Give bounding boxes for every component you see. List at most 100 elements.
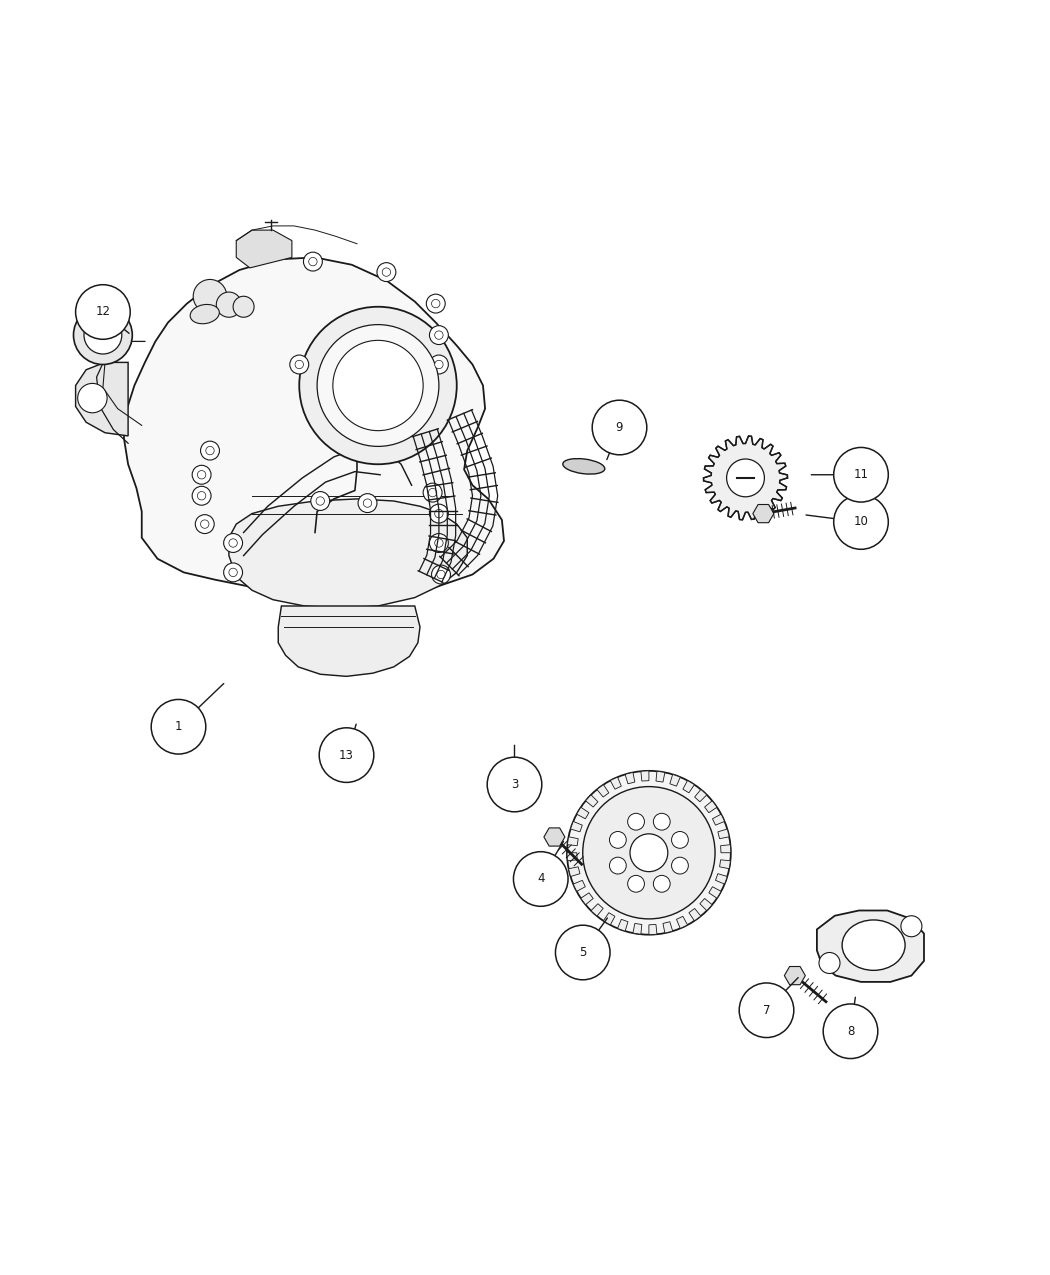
- Circle shape: [224, 533, 243, 552]
- Circle shape: [382, 268, 391, 277]
- Polygon shape: [576, 807, 589, 819]
- Text: 4: 4: [537, 872, 545, 886]
- Ellipse shape: [563, 459, 605, 474]
- Circle shape: [201, 520, 209, 528]
- Circle shape: [303, 252, 322, 272]
- Polygon shape: [591, 904, 603, 915]
- Circle shape: [195, 515, 214, 533]
- Circle shape: [428, 488, 437, 497]
- Polygon shape: [784, 966, 805, 984]
- Ellipse shape: [190, 305, 219, 324]
- Polygon shape: [229, 499, 467, 608]
- Circle shape: [229, 539, 237, 547]
- Polygon shape: [567, 836, 579, 845]
- Circle shape: [432, 565, 450, 584]
- Polygon shape: [720, 845, 731, 853]
- Circle shape: [192, 465, 211, 484]
- Polygon shape: [709, 886, 721, 899]
- Circle shape: [487, 757, 542, 812]
- Circle shape: [834, 448, 888, 502]
- Polygon shape: [570, 821, 583, 831]
- Polygon shape: [695, 789, 707, 802]
- Polygon shape: [581, 892, 593, 905]
- Circle shape: [197, 470, 206, 479]
- Polygon shape: [278, 606, 420, 676]
- Polygon shape: [544, 827, 565, 847]
- Polygon shape: [719, 859, 731, 868]
- Circle shape: [363, 499, 372, 507]
- Circle shape: [74, 306, 132, 365]
- Ellipse shape: [842, 921, 905, 970]
- Circle shape: [309, 258, 317, 265]
- Circle shape: [429, 354, 448, 374]
- Circle shape: [435, 510, 443, 518]
- Text: 11: 11: [854, 468, 868, 481]
- Circle shape: [435, 539, 443, 547]
- Circle shape: [628, 813, 645, 830]
- Polygon shape: [76, 362, 128, 436]
- Circle shape: [84, 316, 122, 354]
- Circle shape: [193, 279, 227, 314]
- Circle shape: [319, 728, 374, 783]
- Polygon shape: [704, 436, 788, 520]
- Polygon shape: [567, 853, 578, 861]
- Polygon shape: [124, 258, 504, 598]
- Circle shape: [513, 852, 568, 907]
- Circle shape: [555, 926, 610, 979]
- Polygon shape: [236, 230, 292, 268]
- Polygon shape: [682, 780, 694, 793]
- Polygon shape: [633, 923, 642, 935]
- Circle shape: [592, 400, 647, 455]
- Text: 5: 5: [579, 946, 587, 959]
- Text: 10: 10: [854, 515, 868, 529]
- Text: 7: 7: [762, 1003, 771, 1016]
- Polygon shape: [617, 919, 628, 931]
- Circle shape: [333, 340, 423, 431]
- Circle shape: [216, 292, 242, 317]
- Circle shape: [630, 834, 668, 872]
- Circle shape: [76, 284, 130, 339]
- Circle shape: [628, 876, 645, 892]
- Polygon shape: [689, 909, 700, 921]
- Circle shape: [609, 857, 626, 873]
- Circle shape: [437, 570, 445, 579]
- Circle shape: [727, 459, 764, 497]
- Circle shape: [295, 361, 303, 368]
- Circle shape: [224, 564, 243, 581]
- Circle shape: [206, 446, 214, 455]
- Circle shape: [201, 441, 219, 460]
- Circle shape: [377, 263, 396, 282]
- Circle shape: [197, 492, 206, 500]
- Circle shape: [423, 483, 442, 502]
- Circle shape: [429, 325, 448, 344]
- Polygon shape: [625, 773, 635, 784]
- Circle shape: [435, 332, 443, 339]
- Polygon shape: [573, 880, 585, 891]
- Polygon shape: [597, 784, 609, 797]
- Circle shape: [901, 915, 922, 937]
- Polygon shape: [817, 910, 924, 982]
- Circle shape: [426, 295, 445, 314]
- Circle shape: [435, 361, 443, 368]
- Text: 8: 8: [846, 1025, 855, 1038]
- Circle shape: [653, 876, 670, 892]
- Circle shape: [432, 300, 440, 307]
- Polygon shape: [670, 774, 680, 787]
- Polygon shape: [676, 917, 688, 928]
- Polygon shape: [715, 873, 728, 884]
- Circle shape: [834, 495, 888, 550]
- Circle shape: [393, 372, 401, 381]
- Circle shape: [317, 325, 439, 446]
- Circle shape: [299, 307, 457, 464]
- Circle shape: [233, 296, 254, 317]
- Circle shape: [290, 354, 309, 374]
- Text: 13: 13: [339, 748, 354, 761]
- Polygon shape: [604, 913, 615, 924]
- Text: 1: 1: [174, 720, 183, 733]
- Polygon shape: [656, 771, 665, 782]
- Circle shape: [387, 367, 406, 386]
- Polygon shape: [586, 794, 597, 807]
- Circle shape: [358, 493, 377, 513]
- Circle shape: [429, 533, 448, 552]
- Circle shape: [192, 486, 211, 505]
